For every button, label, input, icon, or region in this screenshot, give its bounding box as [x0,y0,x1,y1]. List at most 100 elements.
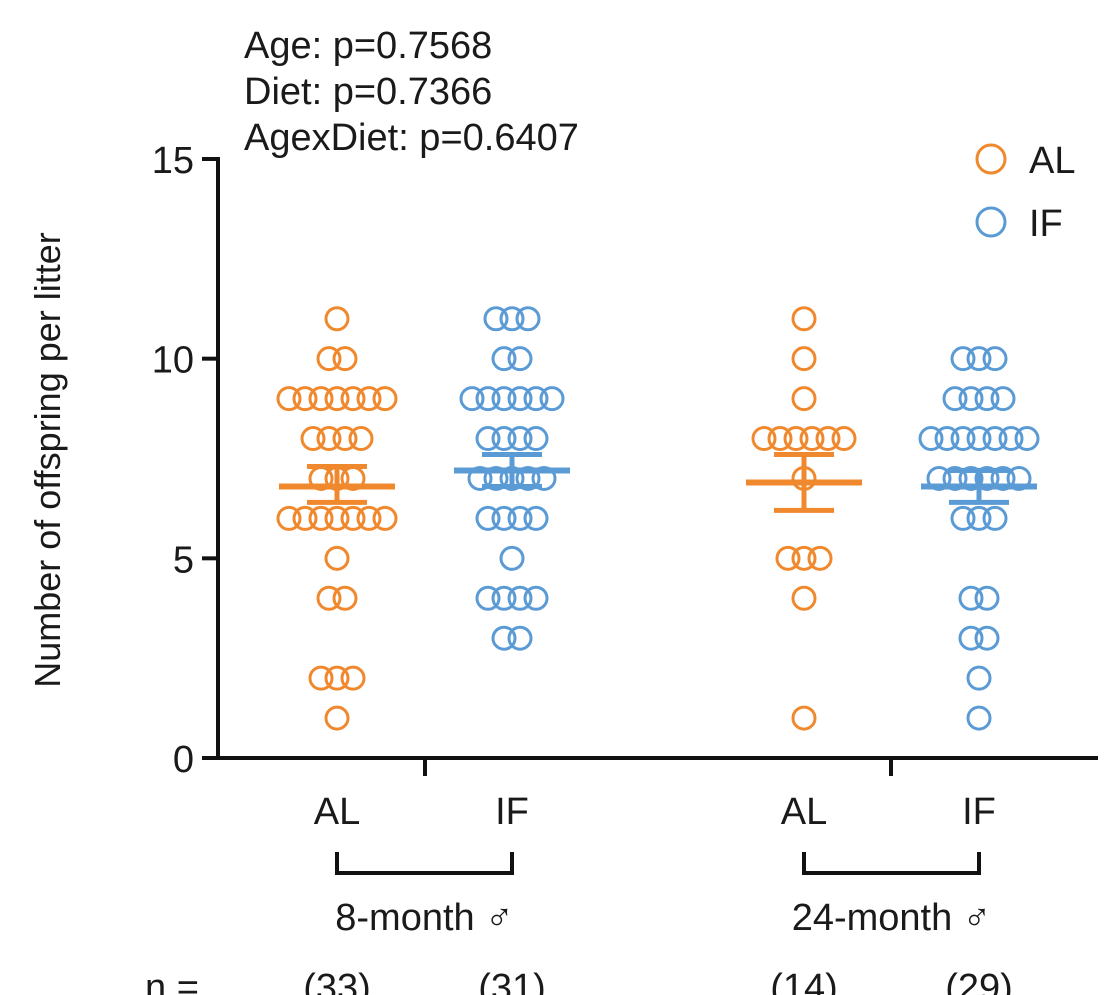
data-point [324,505,350,531]
data-point [308,505,334,531]
data-point [974,585,1000,611]
data-point [507,386,533,412]
data-point [531,465,557,491]
legend-marker [975,206,1007,238]
data-point [491,585,517,611]
data-point [356,505,382,531]
data-point [807,545,833,571]
data-point [791,545,817,571]
data-point [982,505,1008,531]
x-category-label: AL [314,791,360,833]
data-point [950,426,976,452]
data-point [316,585,342,611]
data-point [523,386,549,412]
data-point [966,705,992,731]
data-point [475,426,501,452]
data-point [791,306,817,332]
data-point [515,306,541,332]
data-point [316,346,342,372]
data-point [340,386,366,412]
data-point [324,545,350,571]
data-point [515,465,541,491]
y-tick-label: 15 [152,140,194,182]
group-bracket [335,852,514,875]
data-point [499,306,525,332]
data-point [791,346,817,372]
data-point [950,346,976,372]
data-point [791,705,817,731]
n-prefix-label: n = [145,967,199,995]
y-tick-label: 0 [173,739,194,781]
data-point [292,386,318,412]
data-point [483,465,509,491]
legend-label: AL [1029,140,1075,182]
n-count-label: (29) [945,967,1013,995]
data-point [308,386,334,412]
data-point [507,346,533,372]
data-point [491,426,517,452]
data-point [751,426,777,452]
data-point [966,665,992,691]
data-point [942,386,968,412]
data-point [974,465,1000,491]
data-point [791,386,817,412]
data-point [831,426,857,452]
data-point [316,426,342,452]
data-point [966,505,992,531]
data-point [467,465,493,491]
data-point [332,585,358,611]
data-point [372,505,398,531]
data-point [483,306,509,332]
data-point [475,386,501,412]
data-point [966,346,992,372]
data-point [1014,426,1040,452]
stat-age: Age: p=0.7568 [244,25,493,67]
legend-marker [975,143,1007,175]
data-point [292,505,318,531]
data-point [934,426,960,452]
data-point [799,426,825,452]
group-label: 24-month ♂ [792,897,992,939]
stat-diet: Diet: p=0.7366 [244,71,493,113]
data-point [324,306,350,332]
data-point [491,505,517,531]
data-point [459,386,485,412]
data-point [1006,465,1032,491]
n-count-label: (14) [770,967,838,995]
data-point [767,426,793,452]
data-point [998,426,1024,452]
data-point [926,465,952,491]
x-category-label: AL [781,791,827,833]
data-point [324,705,350,731]
data-point [507,625,533,651]
n-count-label: (31) [478,967,546,995]
data-point [974,625,1000,651]
data-point [990,386,1016,412]
data-point [332,426,358,452]
data-point [958,465,984,491]
data-point [523,426,549,452]
data-point [539,386,565,412]
data-point [775,545,801,571]
data-point [491,346,517,372]
data-point [950,505,976,531]
x-category-label: IF [962,791,996,833]
y-tick-label: 10 [152,340,194,382]
data-point [815,426,841,452]
data-point [958,625,984,651]
data-point [475,505,501,531]
x-category-label: IF [495,791,529,833]
data-point [491,625,517,651]
data-point [340,505,366,531]
data-point [982,426,1008,452]
data-point [324,665,350,691]
data-point [308,665,334,691]
data-point [791,585,817,611]
data-point [523,585,549,611]
legend-label: IF [1029,203,1063,245]
data-point [475,585,501,611]
data-point [356,386,382,412]
data-point [982,346,1008,372]
data-point [340,665,366,691]
